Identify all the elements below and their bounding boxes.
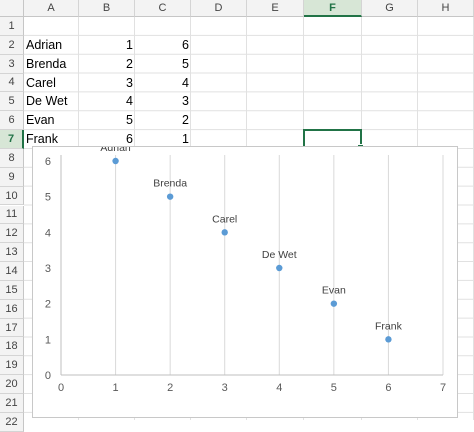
- y-tick-label: 4: [45, 227, 51, 239]
- y-tick-label: 0: [45, 370, 51, 382]
- row-header-21[interactable]: 21: [0, 394, 24, 413]
- cell-b2[interactable]: 1: [126, 37, 133, 52]
- cell-b6[interactable]: 5: [126, 113, 133, 128]
- column-header-b[interactable]: B: [79, 0, 135, 17]
- row-header-22[interactable]: 22: [0, 412, 24, 432]
- row-header-10[interactable]: 10: [0, 186, 24, 206]
- data-label: De Wet: [262, 249, 297, 261]
- cell-a7[interactable]: Frank: [26, 132, 58, 147]
- chart-plot: 0 1 2 3 4 5 6 7 0 1 2 3 4 5 6 Adrian Brenda Carel De Wet Ev…: [45, 142, 446, 394]
- x-tick-label: 0: [58, 382, 64, 394]
- row-header-9[interactable]: 9: [0, 167, 24, 187]
- x-tick-label: 6: [385, 382, 391, 394]
- data-label: Adrian: [100, 147, 131, 154]
- column-header-e[interactable]: E: [247, 0, 304, 17]
- cell-c2[interactable]: 6: [182, 37, 189, 52]
- x-tick-label: 5: [331, 382, 337, 394]
- row-header-5[interactable]: 5: [0, 92, 24, 112]
- data-label: Evan: [322, 285, 346, 297]
- data-label: Frank: [375, 320, 403, 332]
- data-point: [276, 264, 283, 272]
- cell-b7[interactable]: 6: [126, 132, 133, 147]
- y-tick-label: 3: [45, 263, 51, 275]
- cell-a3[interactable]: Brenda: [26, 56, 67, 71]
- cell-c3[interactable]: 5: [182, 56, 189, 71]
- x-tick-label: 4: [276, 382, 282, 394]
- row-header-3[interactable]: 3: [0, 54, 24, 74]
- y-tick-label: 2: [45, 299, 51, 311]
- cell-c6[interactable]: 2: [182, 113, 189, 128]
- row-header-6[interactable]: 6: [0, 111, 24, 131]
- row-header-19[interactable]: 19: [0, 356, 24, 376]
- column-header-f[interactable]: F: [304, 0, 362, 17]
- cell-b4[interactable]: 3: [126, 75, 133, 90]
- scatter-chart[interactable]: 0 1 2 3 4 5 6 7 0 1 2 3 4 5 6 Adrian Brenda Carel De Wet Ev…: [32, 142, 458, 418]
- x-tick-label: 2: [167, 382, 173, 394]
- row-header-18[interactable]: 18: [0, 337, 24, 357]
- cell-a6[interactable]: Evan: [26, 113, 55, 128]
- row-header-7[interactable]: 7: [0, 130, 24, 149]
- data-point: [330, 300, 338, 307]
- data-label: Carel: [212, 213, 237, 225]
- row-header-14[interactable]: 14: [0, 262, 24, 281]
- row-header-4[interactable]: 4: [0, 73, 24, 93]
- column-header-a[interactable]: A: [24, 0, 79, 17]
- row-header-1[interactable]: 1: [0, 17, 24, 36]
- x-tick-label: 1: [113, 382, 119, 394]
- data-point: [166, 193, 174, 200]
- row-header-12[interactable]: 12: [0, 224, 24, 244]
- column-header-c[interactable]: C: [135, 0, 191, 17]
- select-all-corner[interactable]: [0, 0, 24, 17]
- row-header-13[interactable]: 13: [0, 243, 24, 263]
- cell-a5[interactable]: De Wet: [26, 94, 68, 109]
- cell-b3[interactable]: 2: [126, 56, 133, 71]
- y-tick-label: 1: [45, 334, 51, 346]
- x-tick-label: 7: [440, 382, 446, 394]
- data-point: [112, 157, 119, 165]
- column-header-h[interactable]: H: [418, 0, 474, 17]
- cell-a4[interactable]: Carel: [26, 75, 56, 90]
- y-tick-label: 6: [45, 156, 51, 168]
- x-tick-label: 3: [222, 382, 228, 394]
- row-header-11[interactable]: 11: [0, 205, 24, 225]
- column-header-g[interactable]: G: [362, 0, 418, 17]
- data-label: Brenda: [153, 178, 187, 190]
- y-tick-label: 5: [45, 192, 51, 204]
- row-header-16[interactable]: 16: [0, 299, 24, 319]
- cell-c7[interactable]: 1: [182, 132, 189, 147]
- row-header-2[interactable]: 2: [0, 35, 24, 55]
- row-header-17[interactable]: 17: [0, 318, 24, 338]
- cell-b5[interactable]: 4: [126, 94, 133, 109]
- data-point: [385, 336, 392, 343]
- column-header-d[interactable]: D: [191, 0, 247, 17]
- cell-a2[interactable]: Adrian: [26, 37, 63, 52]
- row-header-20[interactable]: 20: [0, 375, 24, 394]
- row-header-15[interactable]: 15: [0, 280, 24, 300]
- row-header-8[interactable]: 8: [0, 148, 24, 168]
- cell-c4[interactable]: 4: [182, 75, 189, 90]
- cell-c5[interactable]: 3: [182, 94, 189, 109]
- data-point: [221, 229, 228, 236]
